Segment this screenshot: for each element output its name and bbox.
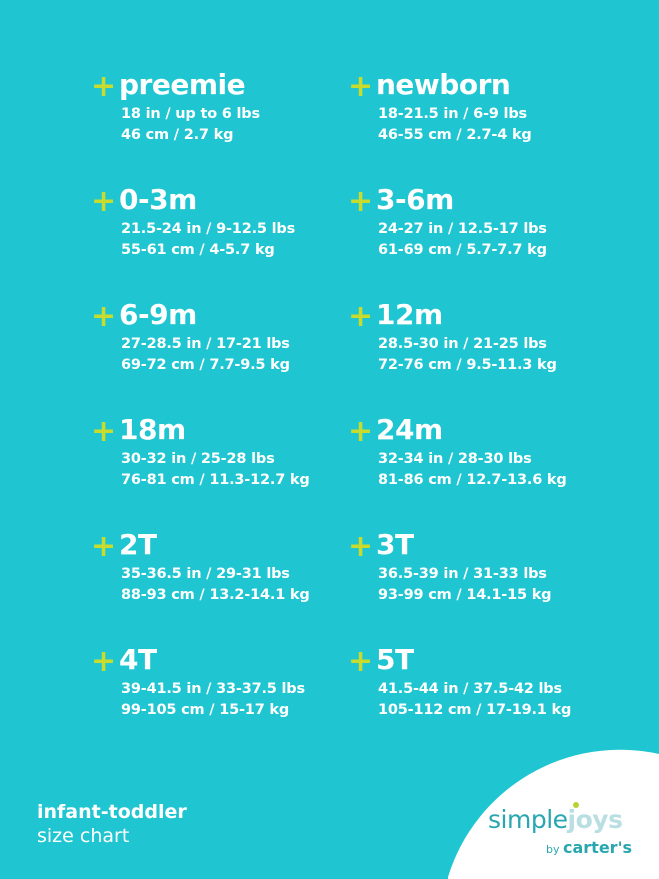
size-imperial: 21.5-24 in / 9-12.5 lbs: [121, 221, 296, 237]
size-metric: 88-93 cm / 13.2-14.1 kg: [121, 587, 310, 603]
size-imperial: 39-41.5 in / 33-37.5 lbs: [121, 681, 305, 697]
size-imperial: 18-21.5 in / 6-9 lbs: [378, 106, 527, 122]
size-metric: 81-86 cm / 12.7-13.6 kg: [378, 472, 567, 488]
plus-icon: +: [348, 414, 374, 449]
size-metric: 93-99 cm / 14.1-15 kg: [378, 587, 552, 603]
chart-title-sub: size chart: [37, 825, 130, 847]
plus-icon: +: [91, 184, 117, 219]
logo-joys-text: joys: [567, 805, 623, 834]
chart-title-main: infant-toddler: [37, 801, 187, 823]
size-metric: 72-76 cm / 9.5-11.3 kg: [378, 357, 557, 373]
brand-logo: simple joys by carter's: [488, 802, 632, 857]
size-metric: 46-55 cm / 2.7-4 kg: [378, 127, 532, 143]
size-label: 4T: [119, 643, 157, 676]
size-imperial: 27-28.5 in / 17-21 lbs: [121, 336, 290, 352]
plus-icon: +: [348, 299, 374, 334]
size-label: 18m: [119, 413, 186, 446]
size-label: 6-9m: [119, 298, 197, 331]
size-label: 2T: [119, 528, 157, 561]
plus-icon: +: [91, 414, 117, 449]
size-metric: 76-81 cm / 11.3-12.7 kg: [121, 472, 310, 488]
size-metric: 105-112 cm / 17-19.1 kg: [378, 702, 572, 718]
size-imperial: 36.5-39 in / 31-33 lbs: [378, 566, 547, 582]
plus-icon: +: [91, 529, 117, 564]
logo-simple: simple: [488, 805, 568, 834]
size-metric: 69-72 cm / 7.7-9.5 kg: [121, 357, 290, 373]
size-label: 3-6m: [376, 183, 454, 216]
size-imperial: 24-27 in / 12.5-17 lbs: [378, 221, 547, 237]
size-metric: 55-61 cm / 4-5.7 kg: [121, 242, 275, 258]
plus-icon: +: [91, 69, 117, 104]
size-metric: 99-105 cm / 15-17 kg: [121, 702, 290, 718]
logo-dot-icon: [572, 802, 579, 808]
size-label: preemie: [119, 68, 246, 101]
size-label: 5T: [376, 643, 414, 676]
size-metric: 46 cm / 2.7 kg: [121, 127, 234, 143]
size-label: 0-3m: [119, 183, 197, 216]
chart-title: infant-toddler size chart: [37, 800, 187, 848]
size-imperial: 32-34 in / 28-30 lbs: [378, 451, 532, 467]
size-imperial: 41.5-44 in / 37.5-42 lbs: [378, 681, 562, 697]
size-label: 12m: [376, 298, 443, 331]
plus-icon: +: [348, 644, 374, 679]
size-label: 3T: [376, 528, 414, 561]
plus-icon: +: [348, 529, 374, 564]
size-label: 24m: [376, 413, 443, 446]
plus-icon: +: [348, 69, 374, 104]
plus-icon: +: [348, 184, 374, 219]
logo-joys: joys: [567, 802, 623, 834]
logo-badge-shape: [448, 749, 659, 879]
size-imperial: 35-36.5 in / 29-31 lbs: [121, 566, 290, 582]
size-imperial: 28.5-30 in / 21-25 lbs: [378, 336, 547, 352]
size-metric: 61-69 cm / 5.7-7.7 kg: [378, 242, 547, 258]
logo-byline: by carter's: [546, 838, 632, 857]
logo-by: by: [546, 843, 560, 856]
plus-icon: +: [91, 644, 117, 679]
plus-icon: +: [91, 299, 117, 334]
size-imperial: 18 in / up to 6 lbs: [121, 106, 260, 122]
size-label: newborn: [376, 68, 511, 101]
size-imperial: 30-32 in / 25-28 lbs: [121, 451, 275, 467]
logo-brand: carter's: [563, 838, 632, 857]
